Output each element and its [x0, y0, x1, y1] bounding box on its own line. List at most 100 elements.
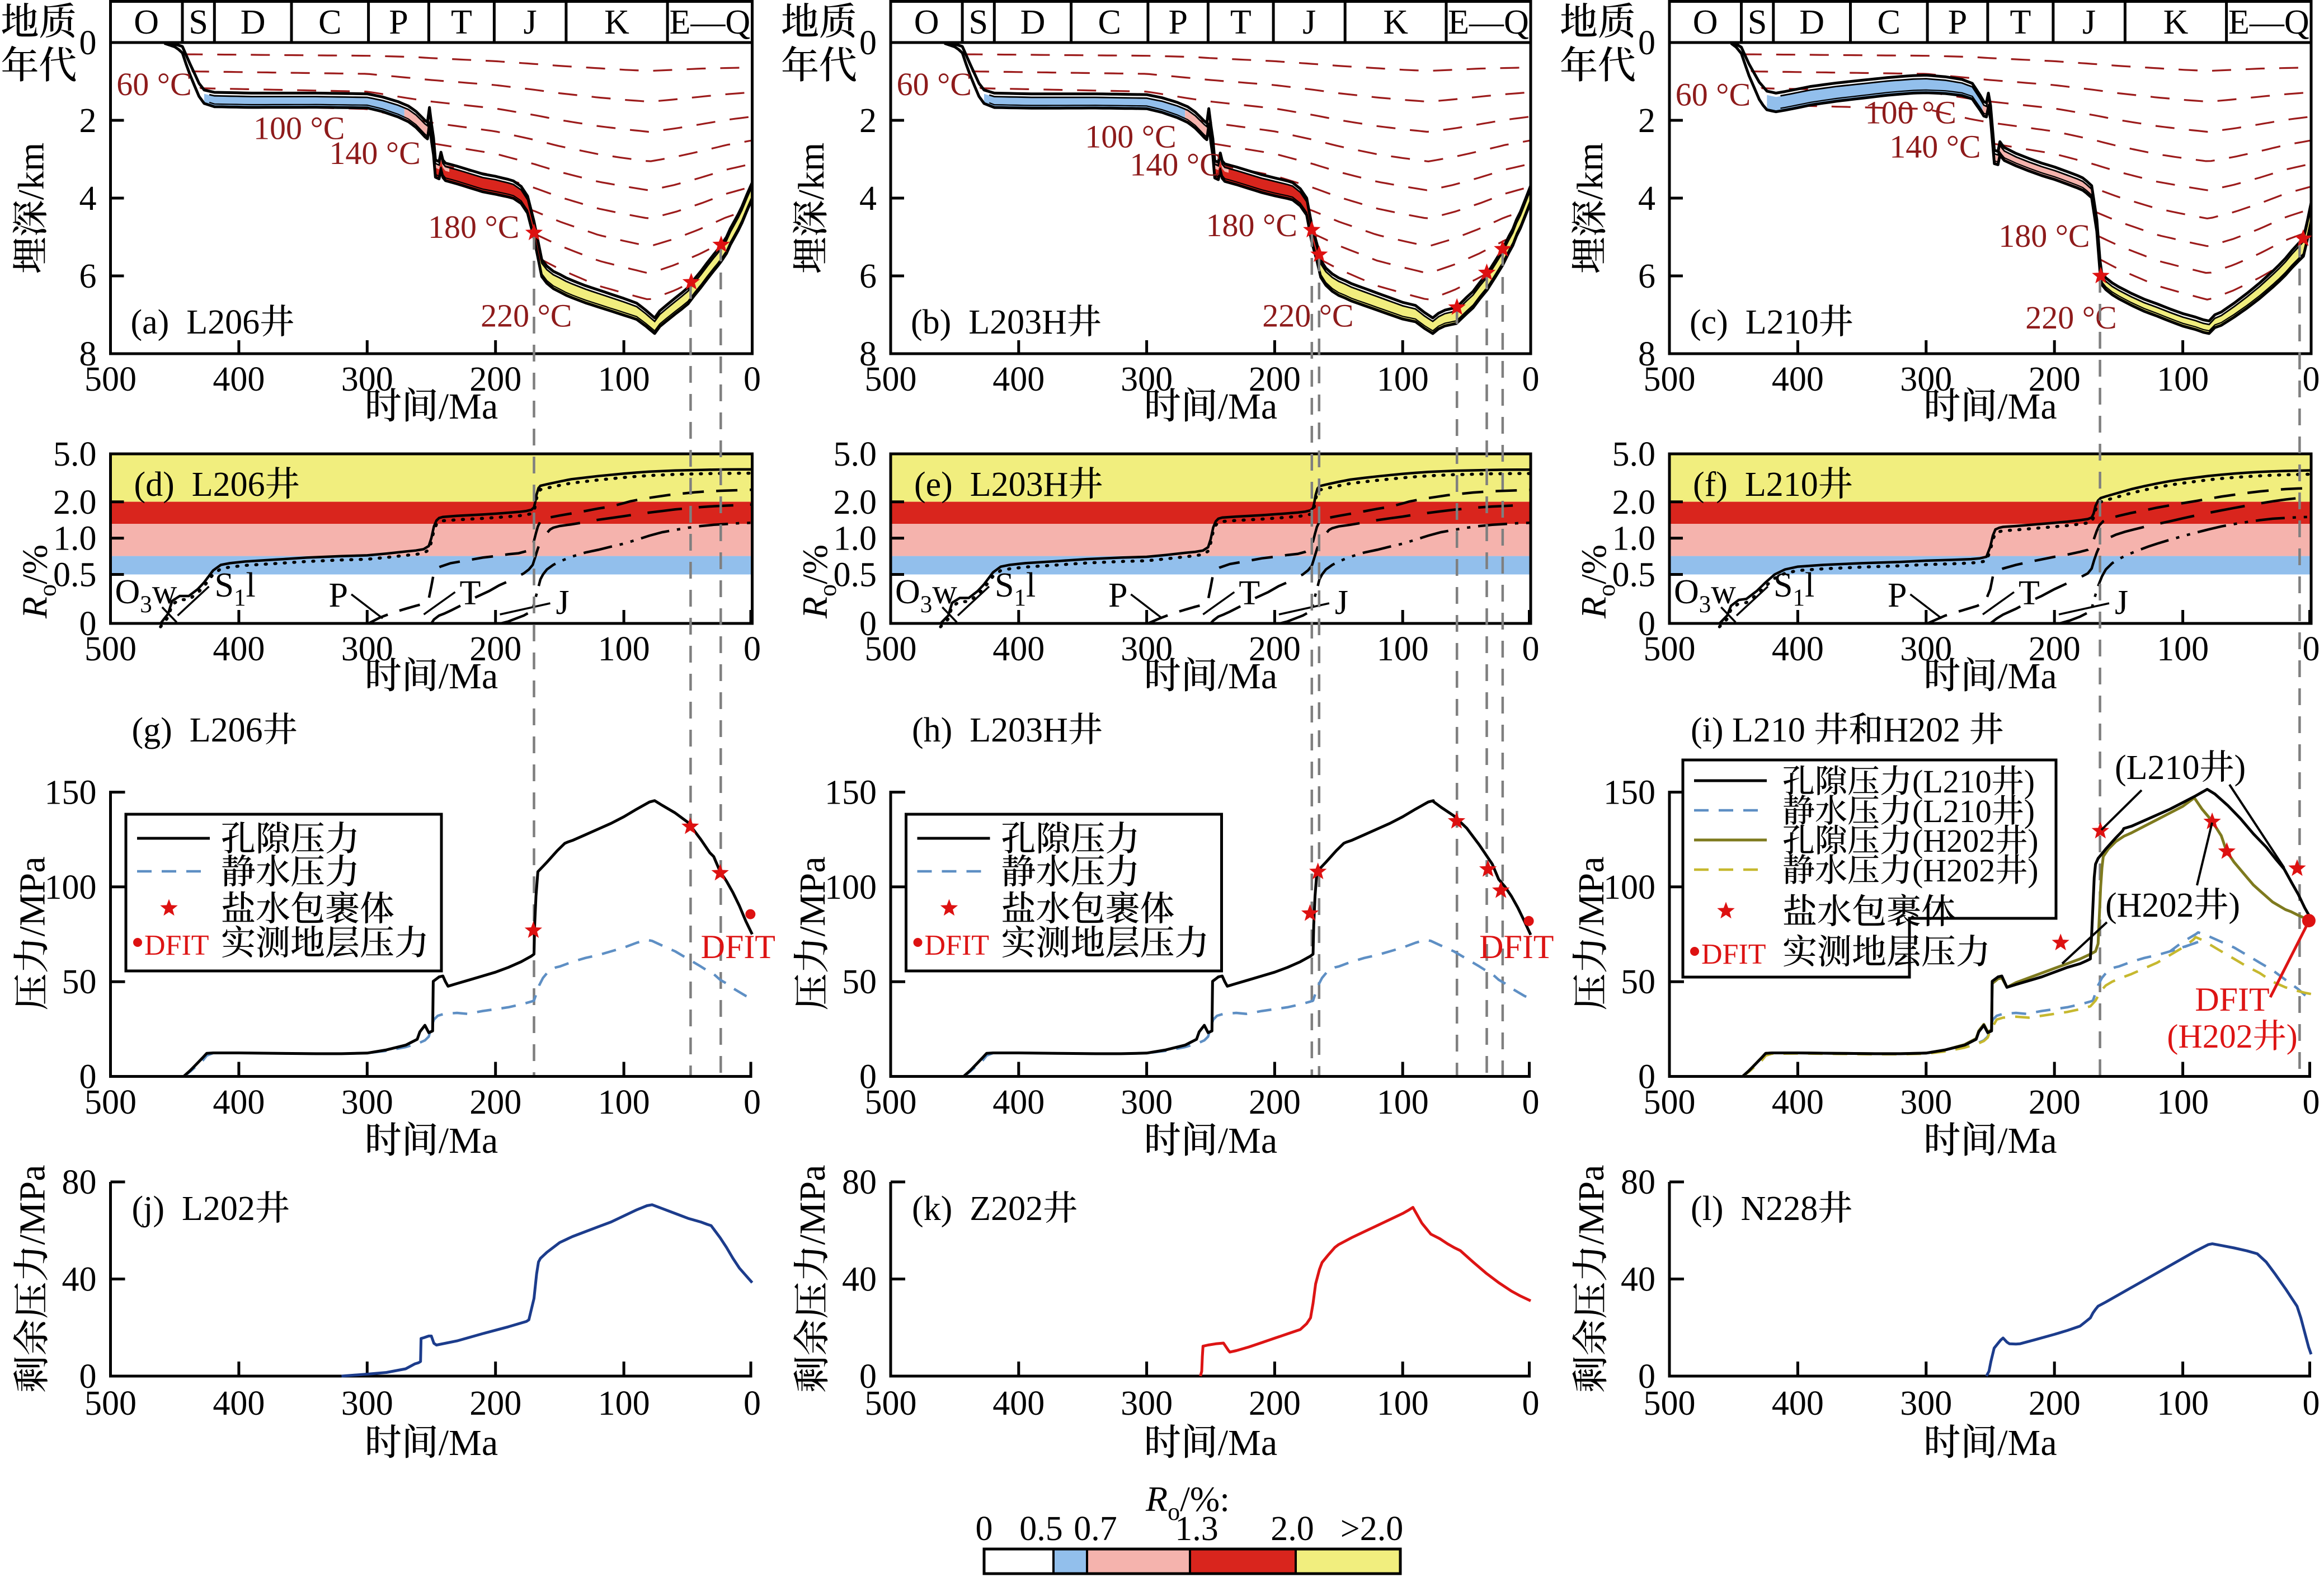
- svg-text:(L210: (L210: [2115, 749, 2200, 787]
- svg-text:140 °C: 140 °C: [1130, 147, 1221, 183]
- svg-text:100: 100: [1377, 1083, 1429, 1121]
- svg-text:500: 500: [84, 360, 137, 398]
- svg-text:400: 400: [1772, 1083, 1824, 1121]
- svg-text:100: 100: [2157, 360, 2209, 398]
- svg-text:/Ma: /Ma: [439, 386, 498, 427]
- svg-text:E—Q: E—Q: [1448, 3, 1529, 41]
- svg-text:2.0: 2.0: [1612, 484, 1656, 522]
- svg-text:O: O: [914, 3, 939, 41]
- svg-text:80: 80: [62, 1163, 97, 1201]
- svg-text:0: 0: [744, 1083, 761, 1121]
- svg-text:P: P: [1888, 576, 1907, 614]
- svg-text:/Ma: /Ma: [439, 1120, 498, 1161]
- svg-text:o: o: [814, 584, 841, 597]
- svg-text:P: P: [1948, 3, 1967, 41]
- svg-text:0: 0: [2303, 1083, 2320, 1121]
- svg-text:400: 400: [992, 630, 1045, 668]
- svg-text:(k): (k): [912, 1190, 952, 1228]
- svg-text:T: T: [1230, 3, 1252, 41]
- svg-text:R: R: [795, 597, 835, 619]
- svg-text:T: T: [2010, 3, 2031, 41]
- svg-text:200: 200: [469, 630, 521, 668]
- svg-text:300: 300: [341, 1083, 393, 1121]
- svg-text:C: C: [1098, 3, 1121, 41]
- svg-text:/%: /%: [15, 545, 55, 584]
- svg-text:50: 50: [1621, 963, 1655, 1001]
- svg-text:Z202: Z202: [970, 1190, 1043, 1228]
- svg-text:100: 100: [1377, 360, 1429, 398]
- svg-text:(H202: (H202: [1912, 823, 1995, 859]
- svg-text:J: J: [2115, 584, 2128, 622]
- svg-text:100: 100: [825, 869, 877, 907]
- svg-text:8: 8: [1638, 335, 1655, 373]
- svg-text:100: 100: [45, 869, 97, 907]
- svg-text:300: 300: [1900, 360, 1952, 398]
- svg-text:/MPa: /MPa: [792, 856, 833, 936]
- svg-text:400: 400: [992, 360, 1045, 398]
- svg-text:J: J: [1335, 584, 1348, 622]
- svg-text:L203H: L203H: [970, 466, 1069, 504]
- svg-text:L206: L206: [192, 466, 265, 504]
- svg-text:S: S: [1773, 566, 1793, 604]
- svg-text:300: 300: [341, 360, 393, 398]
- svg-text:O: O: [134, 3, 159, 41]
- svg-text:180 °C: 180 °C: [1998, 218, 2090, 254]
- svg-text:0: 0: [744, 360, 761, 398]
- svg-text:o: o: [34, 584, 62, 597]
- svg-text:T: T: [2019, 574, 2040, 612]
- svg-text:60 °C: 60 °C: [897, 66, 972, 102]
- svg-text:w: w: [932, 573, 957, 611]
- svg-text:0: 0: [744, 1384, 761, 1423]
- svg-text:(L210: (L210: [1912, 763, 1992, 800]
- svg-text:/MPa: /MPa: [1571, 856, 1612, 936]
- svg-text:300: 300: [1900, 630, 1952, 668]
- svg-text:300: 300: [1900, 1083, 1952, 1121]
- svg-text:5.0: 5.0: [53, 435, 97, 473]
- svg-text:100: 100: [1603, 869, 1655, 907]
- svg-text:/Ma: /Ma: [1218, 386, 1277, 427]
- svg-text:500: 500: [865, 1083, 917, 1121]
- svg-text:J: J: [524, 3, 537, 41]
- svg-text:E—Q: E—Q: [2228, 3, 2309, 41]
- svg-text:/MPa: /MPa: [1571, 1165, 1612, 1245]
- svg-text:8: 8: [859, 335, 877, 373]
- svg-text:80: 80: [1621, 1163, 1655, 1201]
- svg-text:0.5: 0.5: [1612, 556, 1656, 594]
- svg-text:): ): [2024, 763, 2035, 800]
- svg-text:J: J: [556, 584, 570, 622]
- svg-text:0.7: 0.7: [1074, 1510, 1117, 1548]
- svg-text:400: 400: [213, 1083, 265, 1121]
- svg-text:4: 4: [79, 180, 97, 218]
- svg-text:0: 0: [1522, 1083, 1540, 1121]
- svg-text:100: 100: [598, 630, 650, 668]
- svg-text:L202: L202: [182, 1190, 255, 1228]
- svg-text:200: 200: [1249, 1083, 1301, 1121]
- svg-text:(g): (g): [132, 711, 172, 749]
- svg-text:T: T: [1239, 574, 1260, 612]
- svg-text:J: J: [2082, 3, 2096, 41]
- svg-text:40: 40: [842, 1261, 877, 1299]
- svg-text:1.0: 1.0: [1612, 520, 1656, 558]
- svg-text:l: l: [1805, 566, 1814, 604]
- svg-text:P: P: [1168, 3, 1187, 41]
- svg-text:): ): [2027, 823, 2038, 859]
- svg-text:180 °C: 180 °C: [1206, 207, 1297, 243]
- svg-text:O: O: [115, 573, 140, 611]
- svg-text:500: 500: [84, 1083, 137, 1121]
- svg-text:0: 0: [1522, 360, 1540, 398]
- svg-text:40: 40: [62, 1261, 97, 1299]
- svg-text:6: 6: [859, 257, 877, 295]
- svg-text:0: 0: [1638, 1058, 1655, 1096]
- svg-text:0: 0: [79, 24, 97, 62]
- svg-text:1: 1: [1014, 585, 1027, 611]
- svg-text:220 °C: 220 °C: [481, 297, 572, 334]
- svg-text:200: 200: [1249, 630, 1301, 668]
- svg-text:200: 200: [469, 360, 521, 398]
- svg-text:400: 400: [992, 1384, 1045, 1423]
- svg-text:1: 1: [234, 585, 246, 611]
- svg-text:300: 300: [1121, 1083, 1173, 1121]
- svg-text:100: 100: [2157, 1083, 2209, 1121]
- svg-text:w: w: [1711, 573, 1736, 611]
- svg-text:DFIT: DFIT: [701, 928, 775, 965]
- svg-text:K: K: [2163, 3, 2189, 41]
